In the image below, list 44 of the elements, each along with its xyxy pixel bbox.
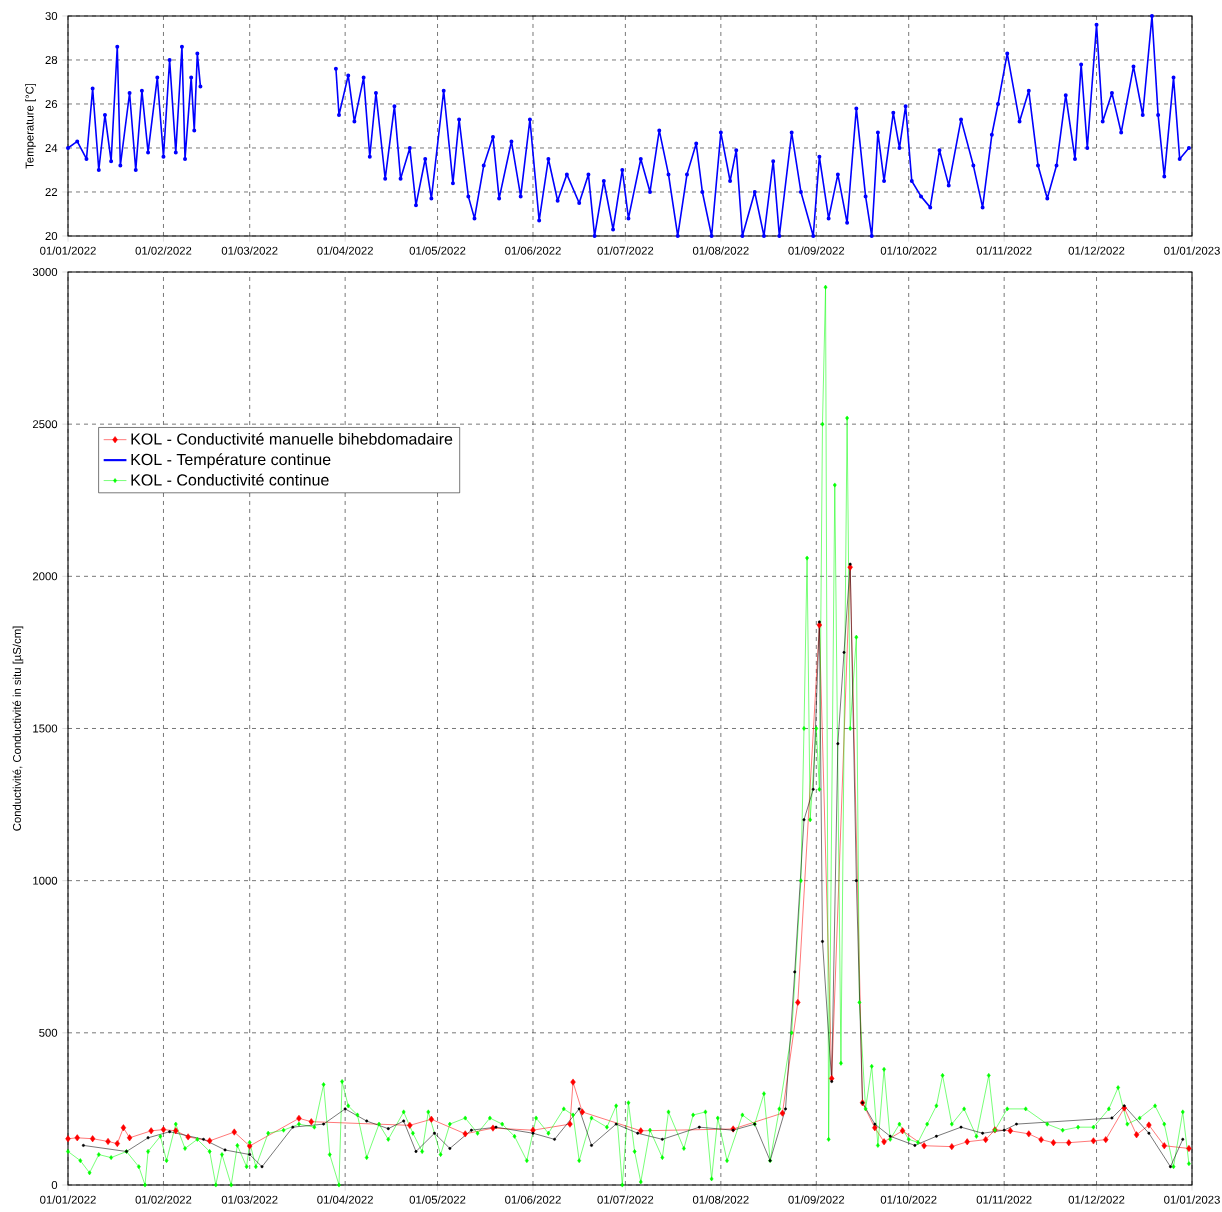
y-tick-label: 1500 — [33, 724, 58, 733]
y-tick-label: 2500 — [32, 420, 58, 429]
x-tick-label: 01/09/2022 — [788, 246, 845, 255]
x-tick-label: 01/06/2022 — [505, 1195, 561, 1204]
x-tick-label: 01/08/2022 — [692, 1195, 749, 1204]
x-tick-label: 01/03/2022 — [221, 1195, 278, 1204]
text: KOL - Température continue — [131, 453, 331, 469]
y-tick-label: 3000 — [32, 267, 58, 276]
x-tick-label: 01/04/2022 — [317, 1195, 373, 1204]
y-tick-label: 22 — [45, 188, 58, 196]
y-tick-label: 26 — [45, 99, 58, 108]
x-tick-label: 01/01/2022 — [40, 1195, 96, 1204]
y-axis-title: Temperature [°C] — [25, 83, 36, 169]
x-tick-label: 01/04/2022 — [317, 246, 373, 255]
x-tick-label: 01/06/2022 — [505, 246, 561, 255]
x-tick-label: 01/01/2023 — [1164, 1195, 1220, 1204]
x-tick-label: 01/03/2022 — [221, 246, 278, 255]
x-tick-label: 01/02/2022 — [135, 1195, 192, 1204]
x-tick-label: 01/10/2022 — [880, 246, 937, 255]
legend-label: KOL - Conductivité manuelle bihebdomadaire — [131, 432, 453, 445]
y-tick-label: 28 — [45, 55, 58, 64]
x-tick-label: 01/05/2022 — [409, 1195, 466, 1204]
legend-label: KOL - Conductivité continue — [131, 473, 329, 486]
x-tick-label: 01/01/2023 — [1164, 246, 1220, 255]
x-tick-label: 01/08/2022 — [692, 246, 749, 255]
x-tick-label: 01/09/2022 — [788, 1195, 845, 1204]
x-tick-label: 01/12/2022 — [1068, 246, 1125, 255]
y-tick-label: 2000 — [32, 572, 58, 581]
x-tick-label: 01/07/2022 — [597, 1195, 654, 1204]
y-tick-label: 1000 — [33, 876, 58, 885]
x-tick-label: 01/12/2022 — [1068, 1195, 1125, 1204]
x-tick-label: 01/07/2022 — [597, 246, 654, 255]
x-tick-label: 01/10/2022 — [880, 1195, 937, 1204]
y-tick-label: 0 — [51, 1180, 58, 1189]
y-axis-title: Conductivité, Conductivité in situ [µS/cm] — [12, 626, 24, 831]
y-tick-label: 500 — [39, 1028, 58, 1037]
x-tick-label: 01/01/2022 — [40, 246, 96, 255]
x-tick-label: 01/11/2022 — [976, 1195, 1032, 1204]
y-tick-label: 24 — [45, 144, 58, 152]
y-tick-label: 30 — [45, 11, 58, 20]
y-tick-label: 20 — [45, 231, 58, 240]
x-tick-label: 01/11/2022 — [976, 246, 1032, 255]
x-tick-label: 01/05/2022 — [409, 246, 466, 255]
x-tick-label: 01/02/2022 — [135, 246, 192, 255]
